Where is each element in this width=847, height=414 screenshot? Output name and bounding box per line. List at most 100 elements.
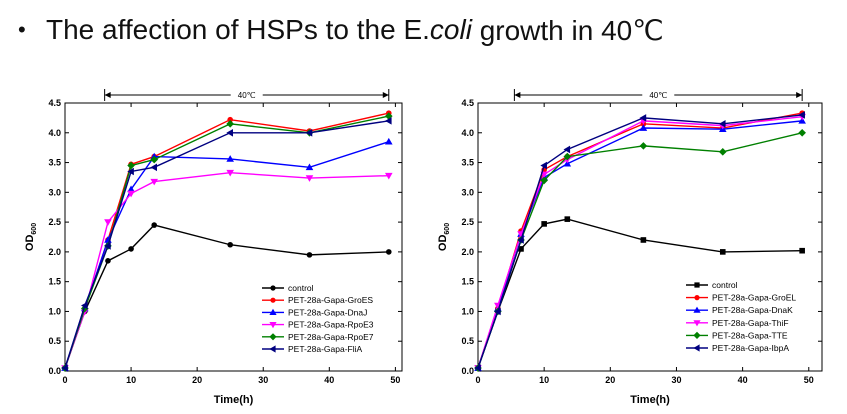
x-tick-label: 0 [62, 375, 67, 385]
annotation-arrow-left [514, 92, 521, 98]
y-tick-label: 1.0 [48, 306, 61, 316]
data-point [105, 258, 111, 264]
data-point [384, 117, 392, 125]
x-tick-label: 10 [126, 375, 136, 385]
series-line [64, 112, 389, 369]
y-tick-label: 0.5 [48, 336, 61, 346]
data-point [226, 120, 234, 128]
x-tick-label: 20 [605, 375, 615, 385]
legend-label: PET-28a-Gapa-DnaJ [288, 307, 367, 317]
data-point [226, 155, 234, 162]
y-tick-label: 1.5 [461, 277, 474, 287]
y-axis-label: OD600 [24, 223, 38, 251]
data-point [517, 236, 524, 244]
data-point [226, 169, 234, 177]
data-point [305, 163, 314, 171]
data-point [127, 167, 134, 176]
x-tick-label: 10 [539, 375, 549, 385]
legend-label: PET-28a-Gapa-TTE [712, 330, 788, 340]
y-axis-label: OD600 [437, 223, 451, 251]
y-tick-label: 3.5 [461, 158, 474, 168]
annotation-arrow-right [796, 92, 803, 98]
data-point [151, 222, 158, 228]
chart-2: 0.0 0.5 1.0 1.5 2.0 2.5 3.0 3.5 4.0 4.5 0 10 20 30 40 5… [437, 89, 823, 406]
data-point [718, 120, 726, 128]
legend-label: PET-28a-Gapa-FliA [288, 344, 362, 354]
x-tick-label: 0 [475, 375, 480, 385]
y-tick-label: 2.5 [48, 217, 61, 227]
data-point [128, 246, 134, 252]
x-tick-label: 30 [258, 375, 268, 385]
data-point [150, 178, 159, 186]
legend-marker [269, 333, 277, 341]
legend-label: PET-28a-Gapa-ThiF [712, 318, 789, 328]
data-point [639, 124, 648, 131]
data-point [640, 237, 647, 243]
data-point [306, 252, 313, 258]
legend-marker [270, 297, 276, 303]
data-point [564, 216, 571, 222]
y-tick-label: 2.0 [48, 247, 61, 257]
y-tick-label: 0.0 [48, 366, 61, 376]
data-point [563, 152, 572, 161]
legend-label: PET-28a-Gapa-GroES [288, 295, 373, 305]
headline-text-start: The affection of HSPs to the E. [46, 14, 430, 45]
legend-label: control [712, 280, 738, 290]
series-line [64, 115, 389, 369]
data-point [305, 128, 313, 137]
legend-marker [694, 295, 700, 301]
data-point [104, 219, 112, 226]
annotation-arrow-right [382, 92, 389, 98]
data-point [798, 128, 806, 137]
series-line [64, 120, 389, 369]
plot-frame [477, 102, 823, 372]
y-axis-label-subscript: 600 [31, 223, 38, 235]
data-point [127, 190, 135, 198]
x-tick-label: 20 [192, 375, 202, 385]
data-point [494, 307, 501, 316]
y-tick-label: 4.0 [461, 128, 474, 138]
y-tick-label: 4.5 [48, 98, 61, 108]
data-point [150, 163, 158, 172]
data-point [385, 249, 392, 255]
data-point [563, 145, 571, 154]
y-tick-label: 0.5 [461, 336, 474, 346]
x-tick-label: 30 [671, 375, 681, 385]
y-tick-label: 2.5 [461, 217, 474, 227]
legend-label: PET-28a-Gapa-IbpA [712, 343, 789, 353]
data-point [226, 128, 233, 137]
headline-text-italic: coli [429, 14, 472, 45]
data-point [798, 111, 805, 119]
x-tick-label: 40 [324, 375, 334, 385]
data-point [639, 142, 648, 150]
legend-label: PET-28a-Gapa-DnaK [712, 305, 793, 315]
data-point [104, 242, 111, 250]
legend-marker [270, 285, 276, 291]
annotation-label: 40℃ [649, 91, 667, 100]
y-tick-label: 4.5 [461, 98, 474, 108]
data-point [639, 114, 647, 122]
data-point [384, 112, 393, 120]
y-tick-label: 1.5 [48, 277, 61, 287]
series-line [477, 116, 803, 369]
y-tick-label: 3.0 [48, 187, 61, 197]
data-point [150, 155, 159, 164]
y-tick-label: 3.0 [461, 187, 474, 197]
annotation-arrow-left [104, 92, 111, 98]
x-tick-label: 40 [738, 375, 748, 385]
x-tick-label: 50 [390, 375, 400, 385]
legend-marker [693, 331, 701, 339]
series-line [64, 224, 389, 369]
data-point [127, 161, 135, 170]
slide-headline: • The affection of HSPs to the E. coli gr… [18, 12, 664, 48]
legend-marker [269, 345, 276, 353]
y-tick-label: 4.0 [48, 128, 61, 138]
annotation-label: 40℃ [238, 91, 256, 100]
x-axis-label: Time(h) [630, 394, 670, 406]
data-point [127, 185, 135, 193]
legend-marker [693, 320, 701, 327]
y-tick-label: 0.0 [461, 366, 474, 376]
y-axis-label-subscript: 600 [444, 223, 451, 235]
legend-label: control [288, 283, 314, 293]
